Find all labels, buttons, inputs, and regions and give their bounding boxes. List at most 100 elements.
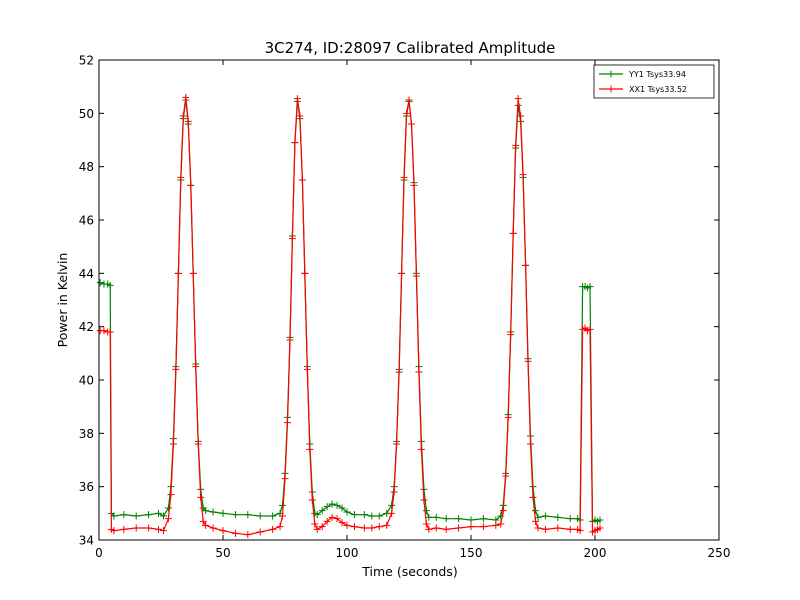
data-point-marker <box>467 516 475 524</box>
data-point-marker <box>360 511 368 519</box>
data-point-marker <box>509 229 517 237</box>
data-point-marker <box>301 269 309 277</box>
data-point-marker <box>541 525 549 533</box>
data-point-marker <box>497 512 505 520</box>
data-point-marker <box>350 523 358 531</box>
y-tick-label: 50 <box>79 107 94 121</box>
data-point-marker <box>507 331 515 339</box>
data-point-marker <box>420 496 428 504</box>
data-point-marker <box>298 176 306 184</box>
x-tick-label: 150 <box>460 546 483 560</box>
data-point-marker <box>328 500 336 508</box>
data-point-marker <box>497 520 505 528</box>
data-point-marker <box>281 475 289 483</box>
data-point-marker <box>534 524 542 532</box>
data-point-marker <box>531 507 539 515</box>
data-point-marker <box>333 515 341 523</box>
data-point-marker <box>529 493 537 501</box>
data-point-marker <box>442 525 450 533</box>
x-axis-label: Time (seconds) <box>361 564 457 579</box>
data-point-marker <box>596 516 604 524</box>
legend-marker <box>607 85 615 93</box>
data-point-marker <box>296 112 304 120</box>
y-tick-label: 38 <box>79 427 94 441</box>
data-point-marker <box>586 283 594 291</box>
y-tick-label: 52 <box>79 54 94 68</box>
data-point-marker <box>120 511 128 519</box>
x-axis: 0 50 100 150 200 250 <box>95 60 730 560</box>
data-point-marker <box>159 512 167 520</box>
data-point-marker <box>192 363 200 371</box>
data-point-marker <box>519 171 527 179</box>
data-point-marker <box>155 525 163 533</box>
data-point-marker <box>398 269 406 277</box>
data-point-marker <box>202 521 210 529</box>
data-point-marker <box>288 235 296 243</box>
data-point-marker <box>375 512 383 520</box>
data-point-marker <box>199 517 207 525</box>
y-tick-label: 36 <box>79 480 94 494</box>
data-point-marker <box>202 507 210 515</box>
data-point-marker <box>256 528 264 536</box>
data-point-marker <box>219 509 227 517</box>
data-point-marker <box>479 523 487 531</box>
y-tick-label: 46 <box>79 214 94 228</box>
data-point-marker <box>368 524 376 532</box>
data-point-marker <box>194 440 202 448</box>
data-point-marker <box>172 365 180 373</box>
data-point-marker <box>517 112 525 120</box>
data-point-marker <box>164 504 172 512</box>
data-point-marker <box>527 440 535 448</box>
data-point-marker <box>576 527 584 535</box>
data-point-marker <box>554 524 562 532</box>
data-point-marker <box>417 445 425 453</box>
data-point-marker <box>522 261 530 269</box>
data-point-marker <box>412 272 420 280</box>
legend-label: XX1 Tsys33.52 <box>629 85 687 94</box>
x-tick-label: 250 <box>708 546 731 560</box>
plot-area <box>96 93 604 539</box>
data-point-marker <box>586 325 594 333</box>
data-point-marker <box>313 511 321 519</box>
data-point-marker <box>422 507 430 515</box>
data-point-marker <box>395 368 403 376</box>
data-point-marker <box>343 521 351 529</box>
data-point-marker <box>96 279 104 287</box>
data-point-marker <box>407 120 415 128</box>
data-point-marker <box>390 488 398 496</box>
data-point-marker <box>524 357 532 365</box>
data-point-marker <box>400 173 408 181</box>
data-point-marker <box>318 507 326 515</box>
data-point-marker <box>422 520 430 528</box>
data-point-marker <box>425 513 433 521</box>
data-point-marker <box>106 281 114 289</box>
data-point-marker <box>499 507 507 515</box>
data-point-marker <box>209 508 217 516</box>
data-point-marker <box>350 511 358 519</box>
data-point-marker <box>541 512 549 520</box>
data-point-marker <box>318 523 326 531</box>
data-point-marker <box>231 511 239 519</box>
y-tick-label: 44 <box>79 267 94 281</box>
data-point-marker <box>512 141 520 149</box>
data-point-marker <box>276 523 284 531</box>
data-point-marker <box>388 501 396 509</box>
data-point-marker <box>504 413 512 421</box>
data-point-marker <box>442 515 450 523</box>
data-point-marker <box>383 521 391 529</box>
data-point-marker <box>393 440 401 448</box>
data-point-marker <box>155 509 163 517</box>
y-axis: 34 36 38 40 42 44 46 48 50 52 <box>79 54 719 548</box>
data-point-marker <box>410 181 418 189</box>
y-tick-label: 48 <box>79 160 94 174</box>
data-point-marker <box>169 440 177 448</box>
data-point-marker <box>403 109 411 117</box>
data-point-marker <box>432 513 440 521</box>
data-point-marker <box>479 515 487 523</box>
data-point-marker <box>159 527 167 535</box>
data-point-marker <box>596 524 604 532</box>
data-point-marker <box>323 517 331 525</box>
legend-marker <box>607 70 615 78</box>
data-point-marker <box>132 524 140 532</box>
data-point-marker <box>187 181 195 189</box>
